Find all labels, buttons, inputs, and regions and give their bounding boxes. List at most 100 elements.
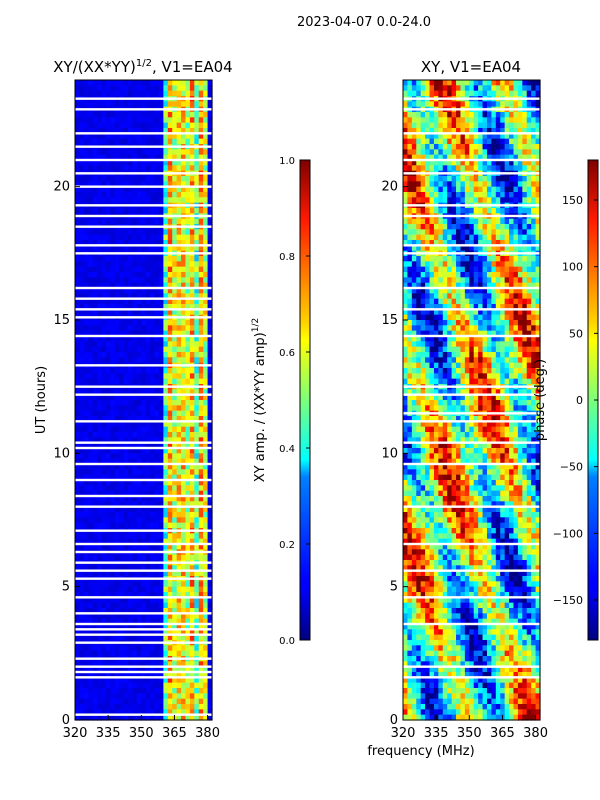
amplitude-cell [110,176,116,182]
amplitude-cell [97,570,103,577]
amplitude-cell [185,117,191,124]
amplitude-cell [150,304,156,310]
amplitude-cell [158,480,164,486]
phase-cell [478,245,484,252]
amplitude-cell [88,112,94,118]
amplitude-cell [83,176,89,182]
amplitude-cell [167,554,173,561]
amplitude-cell [128,160,134,166]
phase-cell [451,90,457,97]
amplitude-cell [185,325,191,332]
phase-cell [460,122,466,129]
amplitude-cell [185,304,191,310]
figure-suptitle: 2023-04-07 0.0-24.0 [297,15,431,30]
amplitude-cell [92,266,98,273]
amplitude-cell [79,426,85,433]
amplitude-cell [128,293,134,300]
amplitude-cell [194,165,200,172]
amplitude-cell [176,597,182,604]
amplitude-cell [154,192,160,198]
amplitude-cell [154,426,160,433]
amplitude-cell [167,336,173,342]
amplitude-cell [92,330,98,337]
phase-cell [442,128,448,134]
amplitude-cell [158,282,164,289]
amplitude-cell [185,405,191,412]
amplitude-cell [132,208,138,214]
phase-cell [469,122,475,129]
amplitude-cell [154,442,160,449]
amplitude-cell [207,378,213,385]
amplitude-cell [203,373,209,380]
amplitude-cell [128,154,134,161]
amplitude-cell [181,554,187,561]
amplitude-cell [207,304,213,310]
amplitude-cell [181,464,187,470]
amplitude-cell [207,688,213,694]
amplitude-cell [83,266,89,273]
phase-cell [491,234,497,241]
amplitude-cell [75,442,81,449]
amplitude-cell [194,304,200,310]
amplitude-cell [123,240,129,246]
amplitude-cell [167,352,173,358]
amplitude-cell [150,469,156,476]
amplitude-cell [145,618,151,625]
phase-cell [526,197,532,204]
phase-cell [425,112,431,118]
amplitude-cell [136,309,142,316]
phase-cell [522,218,528,225]
amplitude-cell [97,389,103,396]
phase-cell [491,218,497,225]
amplitude-cell [83,357,89,364]
phase-cell [403,192,409,198]
amplitude-cell [88,501,94,508]
amplitude-cell [128,634,134,641]
phase-cell [447,277,453,284]
amplitude-cell [114,533,120,540]
phase-cell [403,138,409,145]
amplitude-cell [79,309,85,316]
amplitude-cell [207,160,213,166]
amplitude-cell [145,277,151,284]
phase-cell [509,176,515,182]
amplitude-cell [119,442,125,449]
amplitude-cell [207,496,213,502]
phase-cell [407,181,413,188]
amplitude-cell [110,480,116,486]
amplitude-cell [176,426,182,433]
amplitude-cell [185,704,191,710]
amplitude-cell [198,357,204,364]
amplitude-cell [185,330,191,337]
amplitude-cell [119,234,125,241]
amplitude-cell [207,490,213,497]
amplitude-cell [110,389,116,396]
amplitude-cell [119,346,125,353]
amplitude-cell [132,186,138,193]
phase-cell [451,218,457,225]
amplitude-cell [167,650,173,657]
amplitude-cell [101,474,107,481]
amplitude-cell [114,256,120,262]
amplitude-cell [203,704,209,710]
phase-cell [451,245,457,252]
amplitude-cell [163,677,169,684]
amplitude-cell [83,336,89,342]
amplitude-cell [194,320,200,326]
amplitude-cell [110,320,116,326]
phase-cell [478,229,484,236]
amplitude-cell [145,629,151,636]
amplitude-cell [83,352,89,358]
amplitude-cell [181,138,187,145]
phase-cell [411,165,417,172]
phase-cell [460,128,466,134]
phase-cell [509,197,515,204]
amplitude-cell [163,506,169,513]
amplitude-cell [128,618,134,625]
amplitude-cell [114,346,120,353]
phase-cell [460,90,466,97]
amplitude-cell [92,421,98,428]
amplitude-cell [114,288,120,294]
amplitude-cell [198,517,204,524]
amplitude-cell [132,309,138,316]
